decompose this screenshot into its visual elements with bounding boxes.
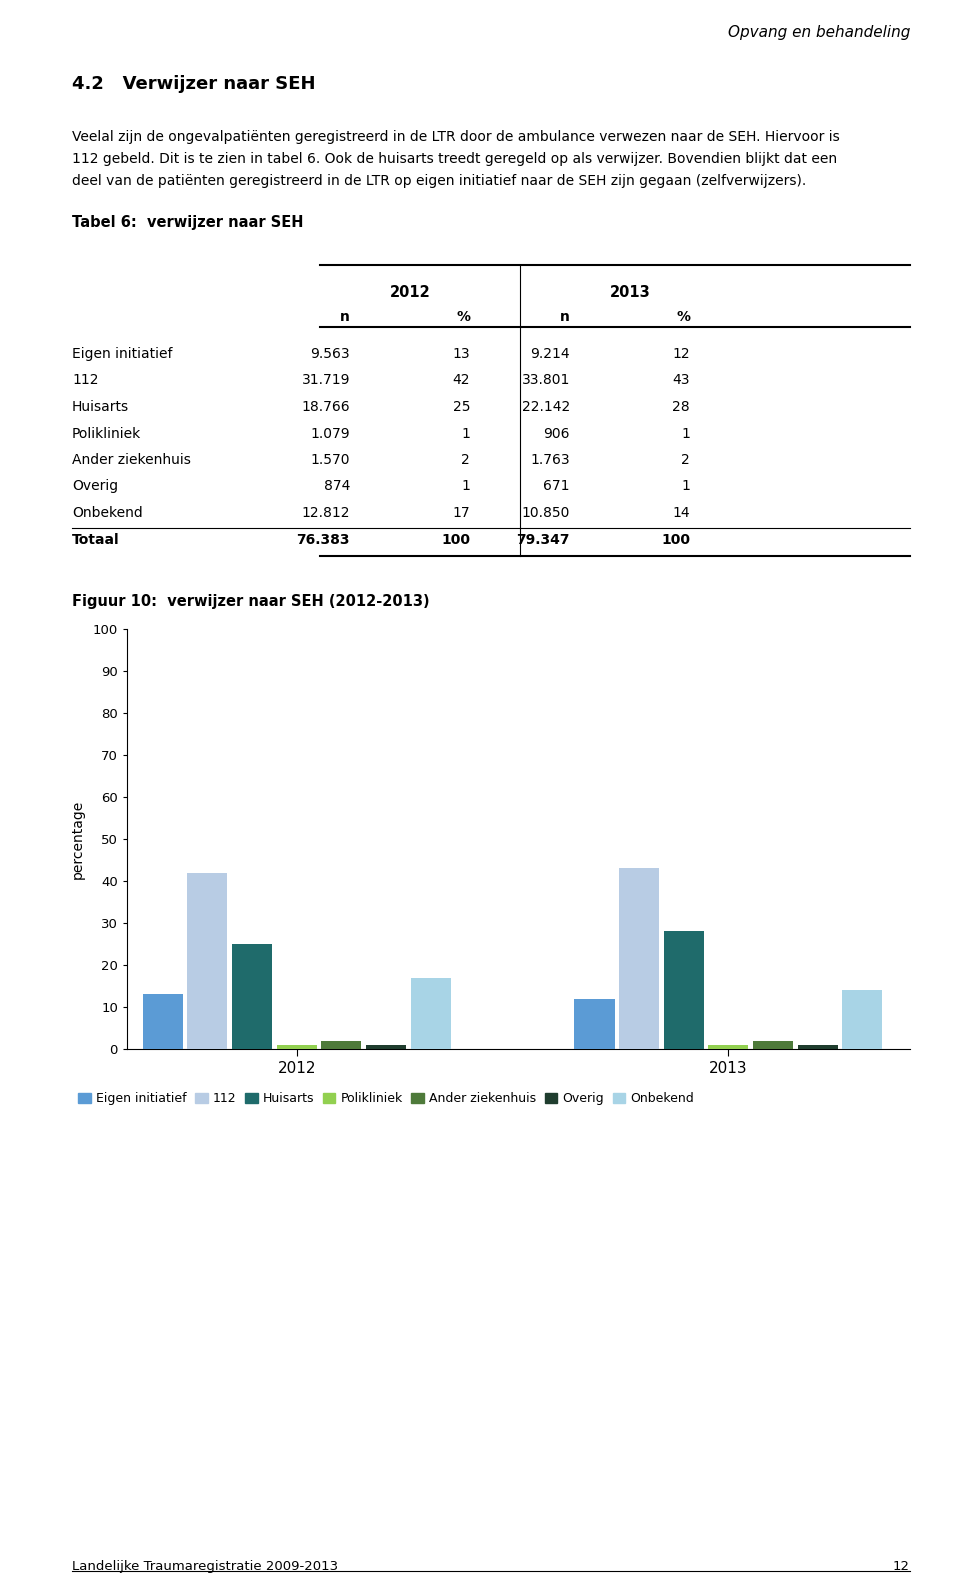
Text: Polikliniek: Polikliniek (72, 427, 141, 441)
Text: 12: 12 (893, 1560, 910, 1572)
Text: 906: 906 (543, 427, 570, 441)
Bar (276, 1045, 317, 1050)
Text: Landelijke Traumaregistratie 2009-2013: Landelijke Traumaregistratie 2009-2013 (72, 1560, 338, 1572)
Text: Tabel 6:: Tabel 6: (72, 215, 136, 229)
Bar (619, 868, 660, 1050)
Bar (187, 873, 228, 1050)
Text: 33.801: 33.801 (521, 373, 570, 387)
Bar (232, 945, 272, 1050)
Text: 100: 100 (441, 532, 470, 546)
Text: 18.766: 18.766 (301, 400, 350, 414)
Text: Veelal zijn de ongevalpatiënten geregistreerd in de LTR door de ambulance verwez: Veelal zijn de ongevalpatiënten geregist… (72, 131, 840, 143)
Text: 12.812: 12.812 (301, 507, 350, 519)
Text: 9.214: 9.214 (530, 347, 570, 362)
Text: verwijzer naar SEH: verwijzer naar SEH (147, 215, 303, 229)
Text: 1: 1 (461, 479, 470, 494)
Text: 43: 43 (673, 373, 690, 387)
Text: 1.570: 1.570 (310, 452, 350, 467)
Bar (143, 994, 182, 1050)
Text: 25: 25 (452, 400, 470, 414)
Text: n: n (560, 311, 570, 323)
Bar (411, 978, 451, 1050)
Bar (663, 932, 704, 1050)
Text: 1: 1 (682, 479, 690, 494)
Y-axis label: percentage: percentage (70, 800, 84, 879)
Text: %: % (456, 311, 470, 323)
Text: 2: 2 (461, 452, 470, 467)
Text: 1: 1 (461, 427, 470, 441)
Text: %: % (676, 311, 690, 323)
Text: 79.347: 79.347 (516, 532, 570, 546)
Text: 10.850: 10.850 (521, 507, 570, 519)
Bar (798, 1045, 838, 1050)
Bar (574, 999, 614, 1050)
Text: 1.079: 1.079 (310, 427, 350, 441)
Text: Ander ziekenhuis: Ander ziekenhuis (72, 452, 191, 467)
Text: 874: 874 (324, 479, 350, 494)
Legend: Eigen initiatief, 112, Huisarts, Polikliniek, Ander ziekenhuis, Overig, Onbekend: Eigen initiatief, 112, Huisarts, Polikli… (79, 1093, 694, 1106)
Text: 2012: 2012 (390, 285, 430, 299)
Text: n: n (340, 311, 350, 323)
Text: 14: 14 (672, 507, 690, 519)
Text: 2013: 2013 (610, 285, 650, 299)
Text: Huisarts: Huisarts (72, 400, 130, 414)
Text: 4.2   Verwijzer naar SEH: 4.2 Verwijzer naar SEH (72, 75, 316, 92)
Bar (366, 1045, 406, 1050)
Text: Eigen initiatief: Eigen initiatief (72, 347, 173, 362)
Text: 28: 28 (672, 400, 690, 414)
Text: 9.563: 9.563 (310, 347, 350, 362)
Text: 22.142: 22.142 (521, 400, 570, 414)
Text: 671: 671 (543, 479, 570, 494)
Text: 112 gebeld. Dit is te zien in tabel 6. Ook de huisarts treedt geregeld op als ve: 112 gebeld. Dit is te zien in tabel 6. O… (72, 151, 837, 166)
Text: 1.763: 1.763 (530, 452, 570, 467)
Text: Onbekend: Onbekend (72, 507, 143, 519)
Text: 17: 17 (452, 507, 470, 519)
Text: 1: 1 (682, 427, 690, 441)
Text: deel van de patiënten geregistreerd in de LTR op eigen initiatief naar de SEH zi: deel van de patiënten geregistreerd in d… (72, 174, 806, 188)
Text: Opvang en behandeling: Opvang en behandeling (728, 25, 910, 40)
Text: Overig: Overig (72, 479, 118, 494)
Text: 112: 112 (72, 373, 99, 387)
Bar (708, 1045, 749, 1050)
Text: 13: 13 (452, 347, 470, 362)
Text: 2: 2 (682, 452, 690, 467)
Bar (753, 1040, 793, 1050)
Text: 100: 100 (661, 532, 690, 546)
Text: Totaal: Totaal (72, 532, 120, 546)
Bar (322, 1040, 362, 1050)
Text: Figuur 10:  verwijzer naar SEH (2012-2013): Figuur 10: verwijzer naar SEH (2012-2013… (72, 594, 430, 609)
Text: 31.719: 31.719 (301, 373, 350, 387)
Text: 12: 12 (672, 347, 690, 362)
Text: 76.383: 76.383 (297, 532, 350, 546)
Text: 42: 42 (452, 373, 470, 387)
Bar (842, 991, 882, 1050)
